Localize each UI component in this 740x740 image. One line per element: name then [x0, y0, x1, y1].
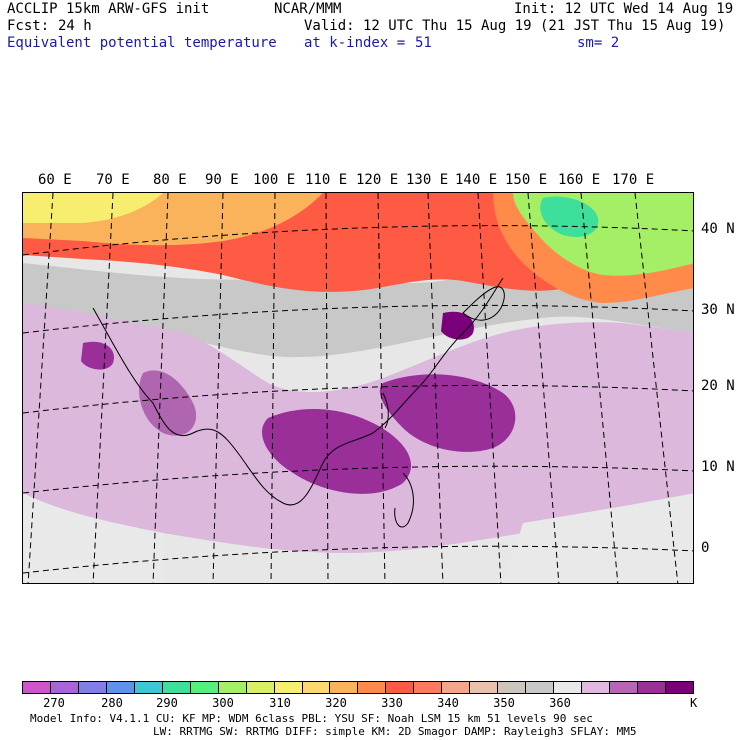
lon-label: 80 E [153, 172, 187, 188]
graticule-meridians [27, 193, 679, 583]
field-name: Equivalent potential temperature [7, 35, 277, 51]
lon-label: 100 E [253, 172, 296, 188]
colorbar-swatch [637, 682, 666, 693]
lon-label: 170 E [612, 172, 655, 188]
colorbar-unit: K [690, 696, 698, 710]
graticule-parallels [23, 225, 693, 574]
forecast-hours: 24 h [58, 18, 92, 34]
model-info-line2: LW: RRTMG SW: RRTMG DIFF: simple KM: 2D … [153, 725, 637, 738]
moist-core [262, 408, 412, 494]
lon-label: 120 E [356, 172, 399, 188]
coastline-philippines [394, 472, 414, 528]
colorbar-swatch [246, 682, 275, 693]
colorbar-swatch [134, 682, 163, 693]
lat-label: 0 [701, 540, 710, 556]
colorbar-tick: 290 [156, 696, 178, 710]
forecast-label: Fcst: [7, 18, 50, 34]
colorbar-tick: 320 [325, 696, 347, 710]
moist-core [139, 370, 197, 436]
organization: NCAR/MMM [274, 1, 342, 17]
coastline-japan [462, 286, 505, 321]
lon-label: 90 E [205, 172, 239, 188]
colorbar-swatch [50, 682, 79, 693]
colorbar-swatch [274, 682, 303, 693]
colorbar-tick: 270 [43, 696, 65, 710]
colorbar-swatch [526, 682, 555, 693]
lat-label: 20 N [701, 378, 735, 394]
colorbar-tick: 350 [493, 696, 515, 710]
colorbar-swatch [386, 682, 415, 693]
moist-core [441, 311, 474, 340]
init-time: Init: 12 UTC Wed 14 Aug 19 [514, 1, 734, 17]
colorbar-swatch [582, 682, 611, 693]
colorbar-swatch [498, 682, 527, 693]
smoothing: sm= 2 [577, 35, 620, 51]
level-label: at k-index = [304, 35, 406, 51]
coastline [92, 277, 504, 506]
colorbar-swatch [78, 682, 107, 693]
colorbar-swatch [162, 682, 191, 693]
lat-label: 40 N [701, 221, 735, 237]
lat-label: 30 N [701, 302, 735, 318]
colorbar-tick: 340 [437, 696, 459, 710]
lon-label: 70 E [96, 172, 130, 188]
colorbar-swatch [302, 682, 331, 693]
colorbar-swatch [470, 682, 499, 693]
colorbar-swatch [218, 682, 247, 693]
colorbar-swatch [665, 682, 693, 693]
south-patch [23, 493, 163, 583]
colorbar-swatch [190, 682, 219, 693]
level-value: 51 [415, 35, 432, 51]
colorbar-swatch [358, 682, 387, 693]
model-info-line1: Model Info: V4.1.1 CU: KF MP: WDM 6class… [30, 712, 593, 725]
moist-core [379, 374, 516, 452]
colorbar [22, 681, 694, 694]
colorbar-swatch [414, 682, 443, 693]
colorbar-tick: 310 [269, 696, 291, 710]
colorbar-tick: 300 [212, 696, 234, 710]
colorbar-tick: 330 [381, 696, 403, 710]
colorbar-swatch [610, 682, 638, 693]
valid-time: Valid: 12 UTC Thu 15 Aug 19 (21 JST Thu … [304, 18, 726, 34]
coastline-taiwan [382, 392, 389, 429]
lon-label: 160 E [558, 172, 601, 188]
colorbar-tick: 360 [549, 696, 571, 710]
colorbar-tick: 280 [101, 696, 123, 710]
colorbar-swatch [23, 682, 51, 693]
lon-label: 60 E [38, 172, 72, 188]
lon-label: 130 E [406, 172, 449, 188]
moist-core [81, 341, 114, 370]
map-canvas [23, 193, 693, 583]
colorbar-swatch [330, 682, 359, 693]
lat-label: 10 N [701, 459, 735, 475]
model-title: ACCLIP 15km ARW-GFS init [7, 1, 210, 17]
colorbar-swatch [106, 682, 135, 693]
lon-label: 110 E [305, 172, 348, 188]
south-patch [503, 493, 693, 583]
north-warm-band [23, 193, 163, 223]
lon-label: 150 E [505, 172, 548, 188]
lon-label: 140 E [455, 172, 498, 188]
colorbar-swatch [554, 682, 583, 693]
colorbar-swatch [442, 682, 471, 693]
map-panel [22, 192, 694, 584]
